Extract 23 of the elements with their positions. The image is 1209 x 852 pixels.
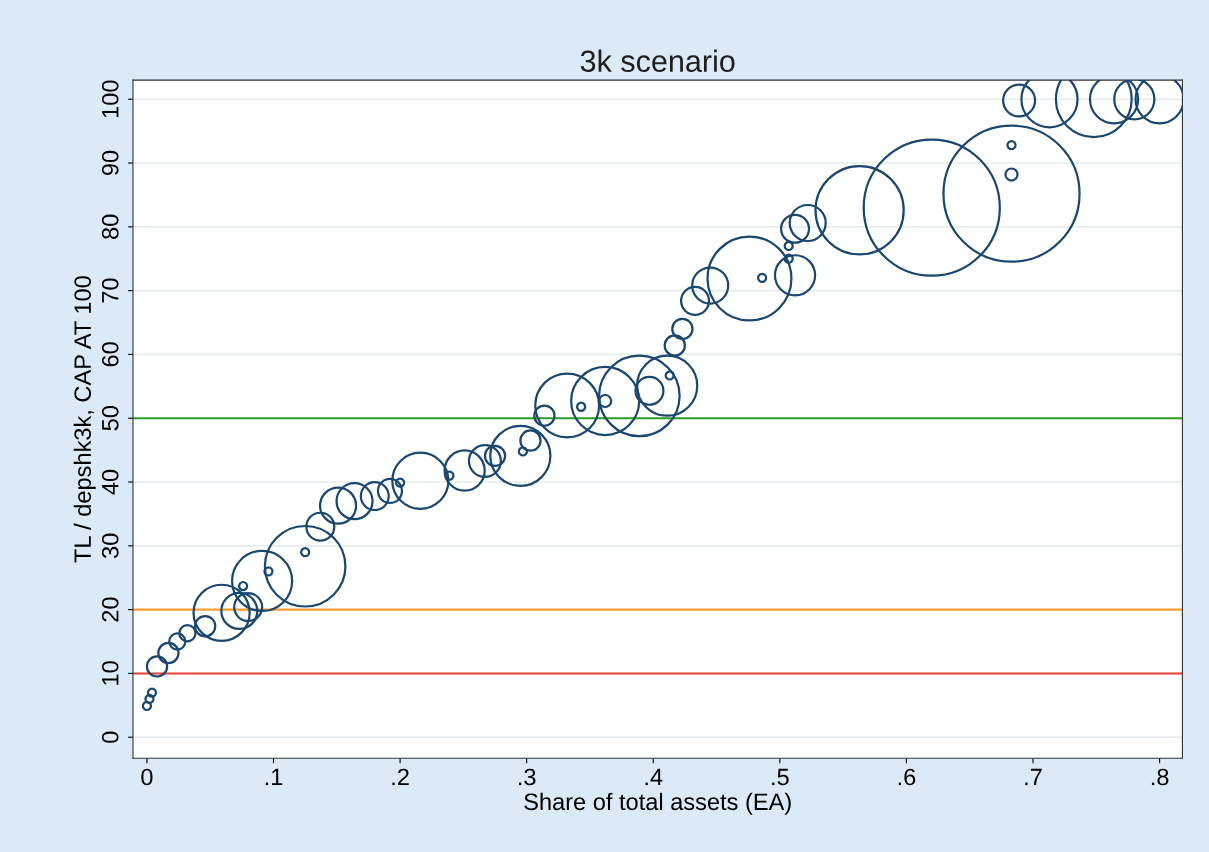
x-tick-label: 0 <box>141 768 153 786</box>
x-tick-label: .7 <box>1025 768 1042 786</box>
y-tick-label: 80 <box>101 214 119 239</box>
y-tick-label: 20 <box>101 597 119 622</box>
x-tick-label: .2 <box>392 768 409 786</box>
chart-title: 3k scenario <box>580 49 735 73</box>
y-tick-label: 0 <box>101 731 119 743</box>
y-axis-title: TL / depshk3k, CAP AT 100 <box>73 276 96 563</box>
x-axis-title: Share of total assets (EA) <box>524 792 791 815</box>
x-tick-label: .5 <box>772 768 789 786</box>
y-tick-label: 40 <box>101 469 119 495</box>
x-tick-label: .4 <box>645 768 663 786</box>
y-tick-label: 50 <box>101 406 119 431</box>
y-tick-label: 60 <box>101 342 119 367</box>
y-tick-label: 90 <box>101 150 119 176</box>
y-tick-label: 70 <box>101 278 119 303</box>
y-tick-label: 30 <box>101 533 119 559</box>
y-tick-label: 10 <box>101 661 119 685</box>
x-tick-label: .8 <box>1151 768 1169 786</box>
y-tick-label: 100 <box>101 80 119 118</box>
x-tick-label: .3 <box>518 768 536 786</box>
x-tick-label: .1 <box>265 768 283 786</box>
x-tick-label: .6 <box>898 768 916 786</box>
